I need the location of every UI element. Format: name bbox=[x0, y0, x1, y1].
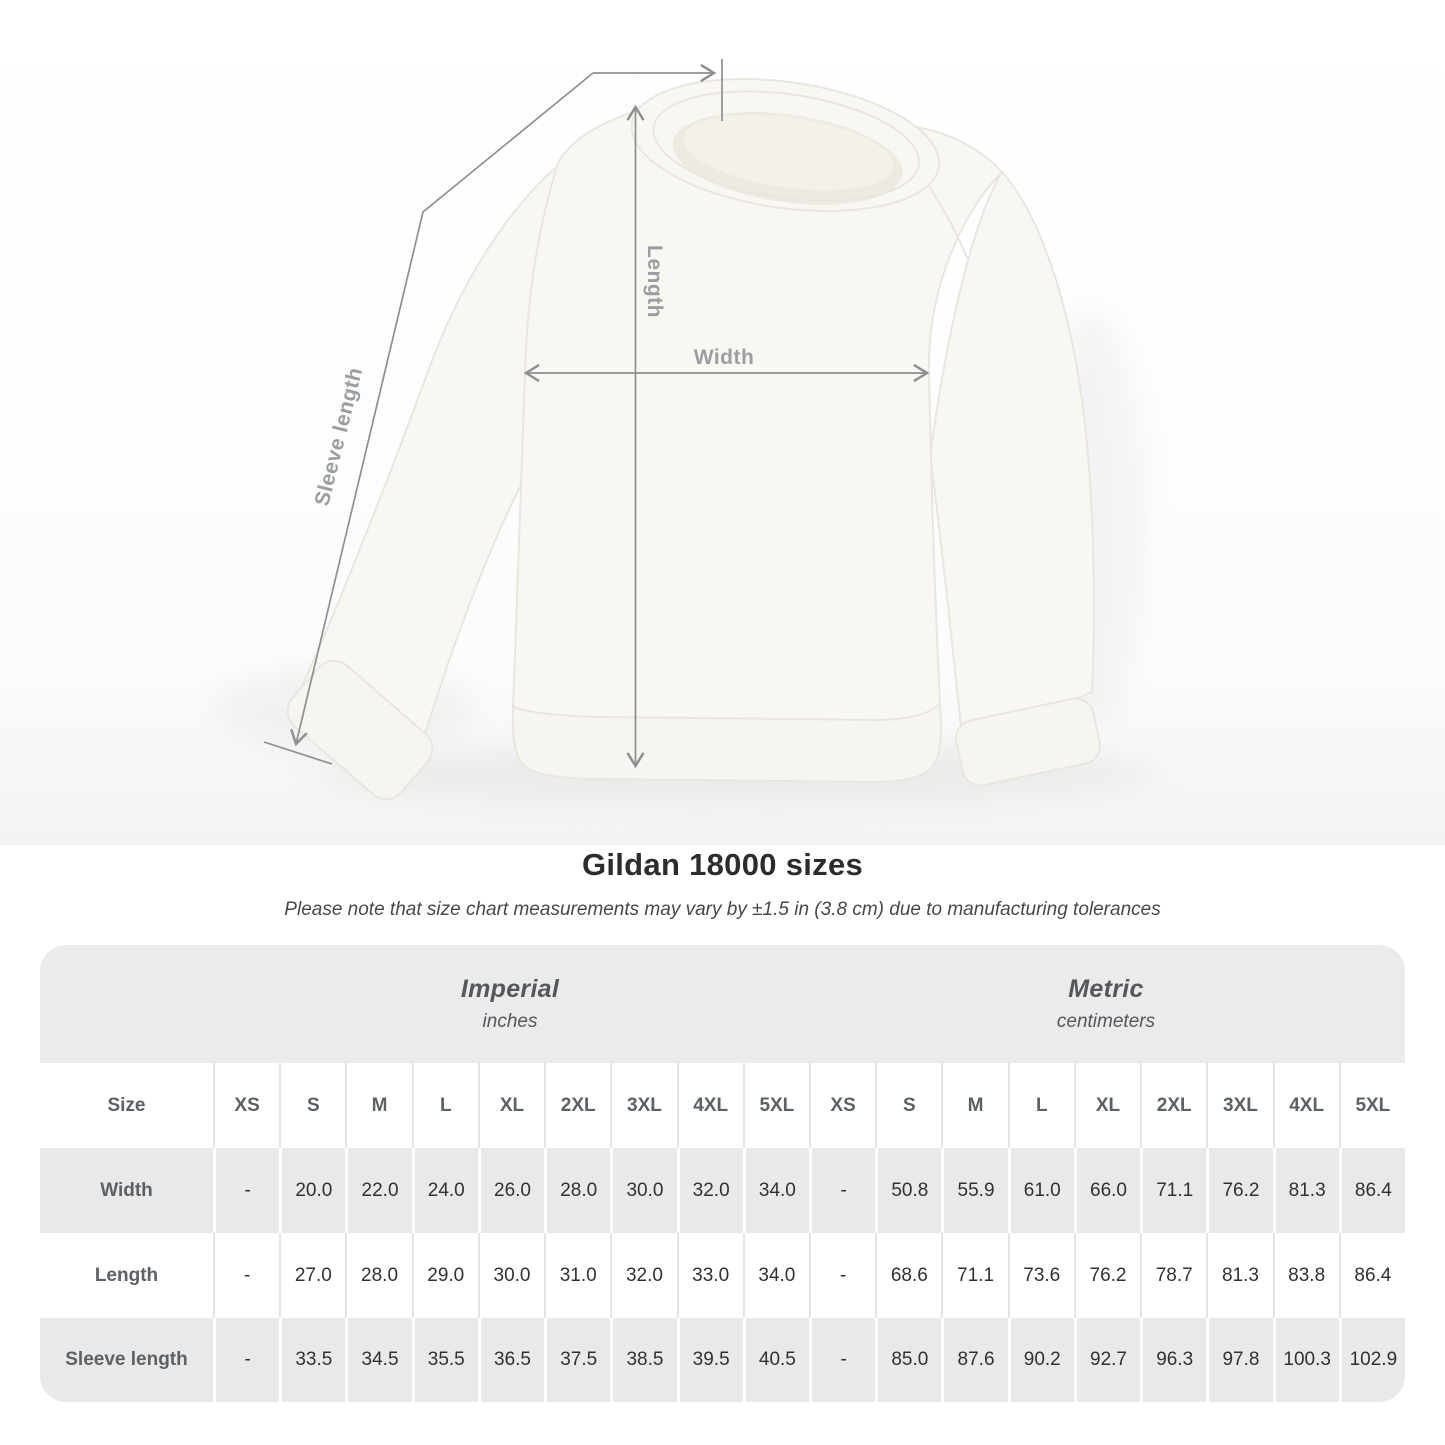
length-label: Length bbox=[643, 245, 666, 318]
size-grid: Size XS S M L XL 2XL 3XL 4XL 5XL XS S M … bbox=[40, 1063, 1405, 1402]
sleeve-length-line bbox=[290, 72, 594, 747]
table-cell: 34.0 bbox=[742, 1233, 809, 1318]
table-cell: 32.0 bbox=[610, 1233, 677, 1318]
size-col-header: Size bbox=[40, 1063, 213, 1148]
col-header-cell: 4XL bbox=[1272, 1063, 1339, 1148]
tolerance-note: Please note that size chart measurements… bbox=[284, 899, 1161, 920]
table-cell: 96.3 bbox=[1140, 1318, 1207, 1402]
unit-group-header: Imperial inches Metric centimeters bbox=[40, 945, 1405, 1063]
left-cuff bbox=[286, 659, 434, 801]
table-cell: 68.6 bbox=[875, 1233, 942, 1318]
col-header-cell: XL bbox=[1073, 1063, 1141, 1148]
table-cell: 30.0 bbox=[477, 1233, 545, 1318]
col-header-cell: S bbox=[875, 1063, 942, 1148]
table-cell: 20.0 bbox=[279, 1148, 346, 1233]
table-cell: 29.0 bbox=[411, 1233, 478, 1318]
metric-group-header: Metric centimeters bbox=[807, 945, 1405, 1063]
table-cell: 100.3 bbox=[1272, 1318, 1339, 1402]
col-header-cell: 3XL bbox=[1206, 1063, 1273, 1148]
table-cell: 61.0 bbox=[1007, 1148, 1074, 1233]
table-cell: - bbox=[213, 1318, 280, 1402]
metric-unit: centimeters bbox=[1056, 1011, 1156, 1032]
table-cell: 86.4 bbox=[1338, 1233, 1405, 1318]
col-header-cell: S bbox=[279, 1063, 346, 1148]
table-cell: 87.6 bbox=[941, 1318, 1008, 1402]
table-cell: 39.5 bbox=[676, 1318, 743, 1402]
table-cell: 76.2 bbox=[1206, 1148, 1273, 1233]
table-cell: 76.2 bbox=[1073, 1233, 1141, 1318]
table-cell: 37.5 bbox=[544, 1318, 611, 1402]
col-header-cell: M bbox=[345, 1063, 412, 1148]
col-header-cell: 3XL bbox=[610, 1063, 677, 1148]
page-title: Gildan 18000 sizes bbox=[581, 847, 864, 882]
size-table: Imperial inches Metric centimeters Size … bbox=[40, 945, 1405, 1402]
table-cell: 71.1 bbox=[941, 1233, 1008, 1318]
table-cell: 28.0 bbox=[544, 1148, 611, 1233]
table-cell: 38.5 bbox=[610, 1318, 677, 1402]
col-header-cell: L bbox=[411, 1063, 478, 1148]
table-cell: 55.9 bbox=[941, 1148, 1008, 1233]
table-cell: - bbox=[808, 1233, 876, 1318]
table-cell: 86.4 bbox=[1338, 1148, 1405, 1233]
col-header-cell: XS bbox=[213, 1063, 280, 1148]
table-cell: 81.3 bbox=[1206, 1233, 1273, 1318]
table-cell: 34.5 bbox=[345, 1318, 412, 1402]
imperial-unit: inches bbox=[482, 1011, 538, 1032]
imperial-group-header: Imperial inches bbox=[213, 945, 807, 1063]
waistband bbox=[511, 702, 942, 783]
table-cell: 83.8 bbox=[1272, 1233, 1339, 1318]
table-cell: 28.0 bbox=[345, 1233, 412, 1318]
table-cell: 73.6 bbox=[1007, 1233, 1074, 1318]
col-header-cell: XL bbox=[477, 1063, 545, 1148]
row-label: Width bbox=[40, 1148, 213, 1233]
col-header-cell: 5XL bbox=[742, 1063, 809, 1148]
table-cell: 34.0 bbox=[742, 1148, 809, 1233]
table-cell: 33.5 bbox=[279, 1318, 346, 1402]
table-cell: 26.0 bbox=[477, 1148, 545, 1233]
table-cell: 24.0 bbox=[411, 1148, 478, 1233]
table-cell: 33.0 bbox=[676, 1233, 743, 1318]
table-cell: 40.5 bbox=[742, 1318, 809, 1402]
width-label: Width bbox=[694, 346, 755, 369]
table-cell: 71.1 bbox=[1140, 1148, 1207, 1233]
table-cell: 36.5 bbox=[477, 1318, 545, 1402]
col-header-cell: 4XL bbox=[676, 1063, 743, 1148]
imperial-title: Imperial bbox=[460, 975, 560, 1003]
table-cell: 102.9 bbox=[1338, 1318, 1405, 1402]
sleeve-end-tick bbox=[263, 741, 333, 765]
table-cell: 97.8 bbox=[1206, 1318, 1273, 1402]
table-cell: 32.0 bbox=[676, 1148, 743, 1233]
product-measurement-diagram: Length Width Sleeve length bbox=[0, 0, 1445, 845]
table-cell: 27.0 bbox=[279, 1233, 346, 1318]
col-header-cell: L bbox=[1007, 1063, 1074, 1148]
sweatshirt-illustration bbox=[286, 78, 1101, 801]
measurement-lines bbox=[263, 59, 930, 769]
col-header-cell: XS bbox=[808, 1063, 876, 1148]
table-cell: 31.0 bbox=[544, 1233, 611, 1318]
table-cell: - bbox=[213, 1233, 280, 1318]
table-cell: 92.7 bbox=[1073, 1318, 1141, 1402]
table-cell: - bbox=[213, 1148, 280, 1233]
right-cuff bbox=[955, 697, 1101, 787]
table-cell: 90.2 bbox=[1007, 1318, 1074, 1402]
table-cell: 22.0 bbox=[345, 1148, 412, 1233]
collar bbox=[630, 78, 941, 213]
table-cell: 35.5 bbox=[411, 1318, 478, 1402]
table-cell: 66.0 bbox=[1073, 1148, 1141, 1233]
table-cell: - bbox=[808, 1318, 876, 1402]
col-header-cell: 2XL bbox=[544, 1063, 611, 1148]
table-cell: 50.8 bbox=[875, 1148, 942, 1233]
col-header-cell: 5XL bbox=[1338, 1063, 1405, 1148]
metric-title: Metric bbox=[1068, 975, 1144, 1003]
row-label: Length bbox=[40, 1233, 213, 1318]
table-cell: 85.0 bbox=[875, 1318, 942, 1402]
table-cell: 78.7 bbox=[1140, 1233, 1207, 1318]
col-header-cell: 2XL bbox=[1140, 1063, 1207, 1148]
row-label: Sleeve length bbox=[40, 1318, 213, 1402]
table-cell: - bbox=[808, 1148, 876, 1233]
col-header-cell: M bbox=[941, 1063, 1008, 1148]
table-cell: 81.3 bbox=[1272, 1148, 1339, 1233]
table-cell: 30.0 bbox=[610, 1148, 677, 1233]
